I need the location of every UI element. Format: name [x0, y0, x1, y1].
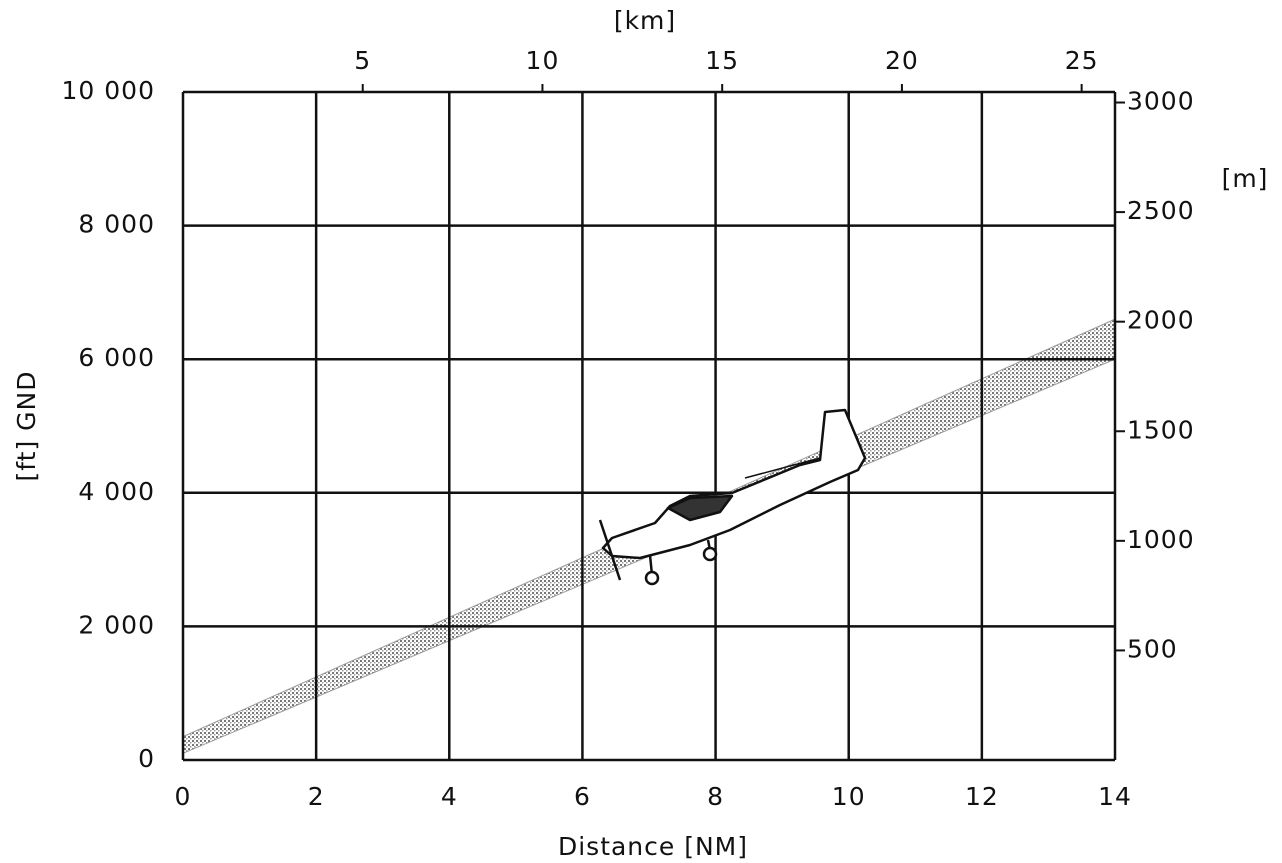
y2-tick-label: 500	[1127, 634, 1178, 663]
y-axis-label: [ft] GND	[12, 371, 41, 482]
x-tick-label: 8	[707, 782, 724, 811]
x-tick-label: 14	[1098, 782, 1132, 811]
y2-tick-label: 1500	[1127, 415, 1195, 444]
x-axis-label: Distance [NM]	[558, 832, 748, 861]
x-tick-label: 10	[832, 782, 866, 811]
x-tick-label: 0	[175, 782, 192, 811]
x2-axis-label: [km]	[614, 6, 676, 35]
x-tick-label: 4	[441, 782, 458, 811]
x2-tick-label: 10	[526, 46, 560, 75]
x-tick-label: 6	[574, 782, 591, 811]
x2-tick-label: 20	[885, 46, 919, 75]
x2-tick-label: 5	[354, 46, 371, 75]
y-tick-label: 6 000	[78, 343, 155, 372]
y-tick-label: 4 000	[78, 477, 155, 506]
y2-tick-label: 1000	[1127, 525, 1195, 554]
y-tick-label: 2 000	[78, 610, 155, 639]
x2-tick-label: 25	[1065, 46, 1099, 75]
y-tick-label: 10 000	[62, 76, 155, 105]
x-tick-label: 12	[965, 782, 999, 811]
y2-tick-label: 2500	[1127, 196, 1195, 225]
y2-tick-label: 2000	[1127, 306, 1195, 335]
y2-axis-label: [m]	[1222, 164, 1269, 193]
y-tick-label: 8 000	[78, 210, 155, 239]
airplane-illustration	[598, 408, 867, 586]
x2-tick-label: 15	[705, 46, 739, 75]
x-tick-label: 2	[308, 782, 325, 811]
y-tick-label: 0	[138, 744, 155, 773]
y2-tick-label: 3000	[1127, 87, 1195, 116]
